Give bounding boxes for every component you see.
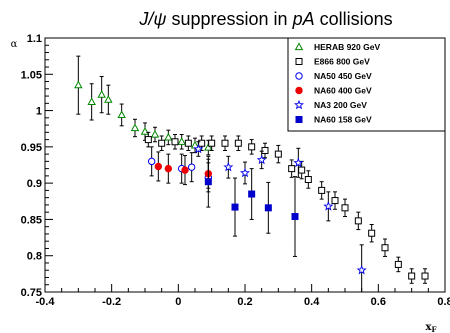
legend-marker — [295, 86, 303, 95]
series-e866-800-gev — [144, 131, 429, 284]
x-tick-label: 0.8 — [437, 296, 450, 308]
data-point — [239, 167, 251, 178]
series-na60-158-gev — [204, 155, 299, 257]
x-axis-title-subscript: F — [431, 325, 436, 333]
data-point — [274, 150, 282, 158]
data-point — [198, 139, 206, 147]
data-point — [298, 166, 306, 174]
data-point — [341, 204, 349, 212]
data-point — [354, 217, 362, 225]
axis-tick-labels: -0.4 -0.2 0 0.2 0.4 0.6 0.8 0.75 0.8 0.85 0.9 0.95 1… — [21, 33, 450, 308]
legend: HERAB 920 GeV E866 800 GeV NA50 450 GeV NA6… — [287, 37, 446, 132]
legend-label: HERAB 920 GeV — [314, 42, 380, 52]
y-tick-label: 1 — [36, 106, 42, 118]
data-point — [193, 143, 204, 154]
legend-marker — [295, 72, 303, 80]
data-point — [331, 197, 339, 205]
data-point — [150, 129, 160, 138]
y-tick-label: 1.1 — [27, 33, 42, 45]
legend-marker — [294, 42, 304, 51]
legend-label: NA3 200 GeV — [314, 100, 367, 110]
x-tick-label: 0.2 — [237, 296, 252, 308]
data-point — [208, 139, 216, 147]
x-tick-label: 0.6 — [371, 296, 386, 308]
legend-label: NA50 450 GeV — [314, 71, 372, 81]
data-point — [181, 166, 189, 174]
data-point — [104, 95, 113, 103]
data-point — [368, 229, 376, 237]
data-point — [256, 154, 267, 165]
data-point — [177, 137, 186, 145]
y-tick-label: 0.85 — [21, 214, 42, 226]
data-point — [221, 139, 229, 147]
x-axis-title-main: x — [426, 322, 433, 333]
x-tick-label: -0.2 — [102, 296, 121, 308]
data-point — [164, 132, 173, 141]
data-point — [117, 110, 126, 119]
data-point — [187, 163, 196, 171]
data-point — [421, 272, 429, 280]
data-point — [408, 272, 416, 280]
data-point — [74, 80, 83, 89]
data-point — [171, 138, 179, 146]
data-point — [231, 203, 239, 211]
data-point — [184, 139, 192, 147]
y-tick-label: 0.9 — [27, 178, 42, 190]
title-italic: pA — [292, 9, 315, 29]
y-tick-label: 0.8 — [27, 251, 42, 263]
data-point — [204, 142, 213, 151]
data-point — [234, 139, 242, 147]
data-point — [97, 89, 106, 98]
data-point — [144, 136, 152, 144]
title-suffix: collisions — [315, 9, 393, 29]
legend-marker — [295, 116, 303, 123]
x-tick-label: -0.4 — [36, 296, 56, 308]
series-na3-200-gev — [193, 141, 367, 293]
y-tick-label: 0.95 — [21, 142, 42, 154]
data-point — [291, 213, 299, 221]
y-tick-label: 1.05 — [21, 69, 42, 81]
x-tick-label: 0.4 — [304, 296, 320, 308]
data-point — [261, 146, 269, 154]
legend-marker — [294, 99, 304, 110]
legend-marker — [295, 58, 303, 65]
data-point — [87, 97, 96, 105]
data-point — [293, 157, 304, 168]
data-point — [158, 139, 166, 147]
data-point — [394, 260, 402, 268]
chart-title: J/ψ suppression in pA collisions — [138, 9, 392, 29]
data-point — [318, 186, 326, 194]
data-point — [356, 264, 367, 275]
legend-label: NA60 158 GeV — [314, 115, 372, 125]
data-point — [248, 143, 256, 151]
data-point — [147, 157, 156, 166]
data-point — [288, 165, 296, 173]
axis-ticks — [44, 37, 446, 293]
data-point — [130, 123, 140, 132]
y-tick-label: 0.75 — [21, 287, 42, 299]
y-axis-title: α — [11, 39, 18, 50]
data-point — [164, 164, 173, 173]
legend-label: E866 800 GeV — [314, 57, 370, 67]
data-point — [154, 162, 163, 171]
data-point — [323, 201, 334, 211]
title-psi: J/ψ — [138, 9, 166, 29]
data-marks — [74, 55, 429, 293]
title-middle: suppression in — [166, 9, 292, 29]
data-point — [381, 244, 389, 252]
legend-label: NA60 400 GeV — [314, 86, 372, 96]
x-tick-label: 0 — [175, 296, 181, 308]
data-point — [264, 204, 272, 212]
data-point — [223, 161, 234, 172]
data-point — [248, 190, 256, 198]
legend-box — [287, 37, 446, 132]
data-point — [204, 178, 212, 186]
data-point — [304, 176, 312, 184]
x-axis-title: xF — [426, 322, 437, 333]
